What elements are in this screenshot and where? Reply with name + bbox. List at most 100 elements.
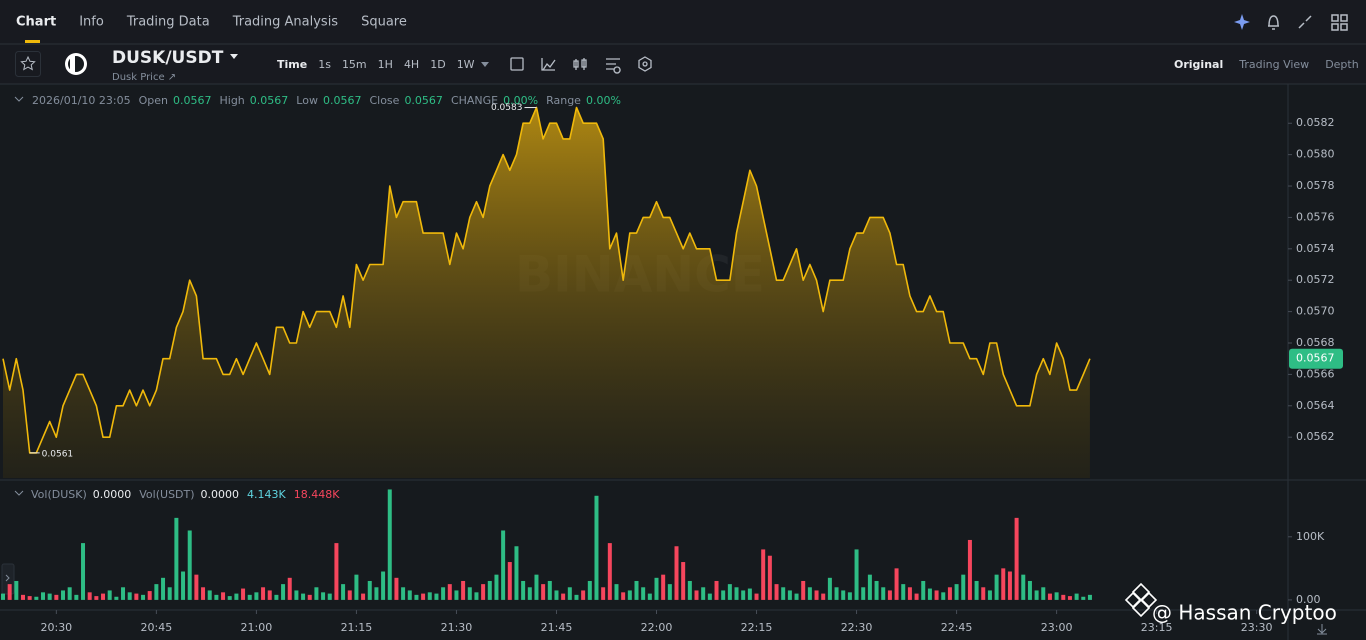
legend-label: CHANGE <box>451 94 498 107</box>
grid-icon-part <box>1340 14 1348 22</box>
bell-icon[interactable] <box>1268 15 1279 30</box>
favorite-button[interactable] <box>15 51 41 77</box>
volume-bar <box>567 587 572 600</box>
interval-button[interactable]: 15m <box>342 58 367 71</box>
legend-value: 0.00% <box>586 94 621 107</box>
volume-bar <box>347 590 352 600</box>
volume-bar <box>94 596 99 600</box>
volume-bar <box>854 549 859 600</box>
volume-bar <box>307 594 312 600</box>
volume-bar <box>221 592 226 600</box>
volume-bar <box>54 594 59 600</box>
volume-legend-label: Vol(USDT) <box>139 488 194 501</box>
nav-tab[interactable]: Trading Analysis <box>232 15 339 30</box>
volume-bar <box>921 580 926 600</box>
token-logo-mark <box>70 56 75 72</box>
x-tick-label: 21:30 <box>441 621 473 634</box>
legend-value: 0.0567 <box>323 94 362 107</box>
nav-tab[interactable]: Trading Data <box>126 15 210 30</box>
volume-bar <box>267 590 272 600</box>
view-button[interactable]: Trading View <box>1238 58 1309 71</box>
volume-bar <box>287 577 292 600</box>
volume-bar <box>1047 593 1052 600</box>
volume-bar <box>74 594 79 600</box>
volume-bar <box>341 584 346 600</box>
symbol-dropdown[interactable] <box>230 54 238 59</box>
volume-legend-collapse[interactable] <box>14 490 24 496</box>
volume-bar <box>441 587 446 600</box>
volume-bar <box>1034 590 1039 600</box>
candle-icon[interactable] <box>573 58 587 70</box>
volume-bar <box>1007 571 1012 600</box>
nav-tab[interactable]: Info <box>79 15 104 30</box>
volume-bar <box>587 580 592 600</box>
volume-bar <box>27 596 32 600</box>
volume-bar <box>581 590 586 600</box>
volume-bar <box>321 592 326 600</box>
legend-collapse[interactable] <box>14 96 24 102</box>
volume-bar <box>327 593 332 600</box>
high-label: 0.0583 <box>491 103 523 113</box>
interval-button[interactable]: 1s <box>318 58 331 71</box>
line-icon[interactable] <box>541 58 556 71</box>
download-icon[interactable] <box>1317 624 1327 635</box>
collapse-icon[interactable] <box>1298 15 1312 29</box>
symbol-subtitle[interactable]: Dusk Price ↗ <box>112 72 176 83</box>
volume-bar <box>61 590 66 600</box>
interval-button[interactable]: 1H <box>378 58 393 71</box>
volume-bar <box>674 546 679 600</box>
volume-bar <box>801 580 806 600</box>
volume-bar <box>861 587 866 600</box>
volume-bar <box>901 584 906 600</box>
interval-button[interactable]: Time <box>277 58 307 71</box>
volume-bar <box>387 489 392 600</box>
volume-bar <box>241 588 246 600</box>
volume-bar <box>201 587 206 600</box>
nav-tab[interactable]: Chart <box>16 15 56 30</box>
settings-icon[interactable] <box>638 56 652 72</box>
volume-bar <box>14 580 19 600</box>
grid-icon[interactable] <box>1331 14 1339 22</box>
volume-bar <box>501 530 506 600</box>
symbol-pair[interactable]: DUSK/USDT <box>112 48 224 68</box>
calendar-icon[interactable] <box>510 57 524 71</box>
volume-bar <box>1001 568 1006 600</box>
x-tick-label: 21:15 <box>341 621 373 634</box>
volume-bar <box>7 584 12 600</box>
interval-button[interactable]: 1W <box>457 58 475 71</box>
volume-bar <box>554 590 559 600</box>
volume-bar <box>994 574 999 600</box>
volume-bar <box>87 592 92 600</box>
volume-bar <box>734 587 739 600</box>
nav-tab[interactable]: Square <box>361 15 407 30</box>
volume-bar <box>661 574 666 600</box>
volume-bar <box>1021 574 1026 600</box>
volume-bar <box>781 587 786 600</box>
volume-bar <box>874 580 879 600</box>
view-button[interactable]: Depth <box>1325 58 1359 71</box>
interval-dropdown[interactable] <box>481 62 489 67</box>
volume-legend-label: Vol(DUSK) <box>31 488 87 501</box>
volume-bar <box>807 587 812 600</box>
tool-icons[interactable] <box>510 56 652 74</box>
volume-bar <box>414 594 419 600</box>
volume-bar <box>181 571 186 600</box>
volume-bar <box>234 593 239 600</box>
volume-bar <box>821 593 826 600</box>
interval-button[interactable]: 4H <box>404 58 419 71</box>
x-tick-label: 21:00 <box>241 621 273 634</box>
volume-bar <box>487 580 492 600</box>
indicator-icon[interactable] <box>606 58 621 74</box>
nav-icons[interactable] <box>1234 14 1348 31</box>
volume-bar <box>574 594 579 600</box>
interval-button[interactable]: 1D <box>430 58 445 71</box>
volume-bar <box>407 590 412 600</box>
ai-icon[interactable] <box>1234 14 1250 30</box>
volume-bar <box>1041 587 1046 600</box>
view-button[interactable]: Original <box>1174 58 1223 71</box>
grid-icon-part <box>1340 23 1348 31</box>
volume-bar <box>621 592 626 600</box>
volume-bar <box>774 584 779 600</box>
volume-bar <box>254 592 259 600</box>
volume-bar <box>121 587 126 600</box>
